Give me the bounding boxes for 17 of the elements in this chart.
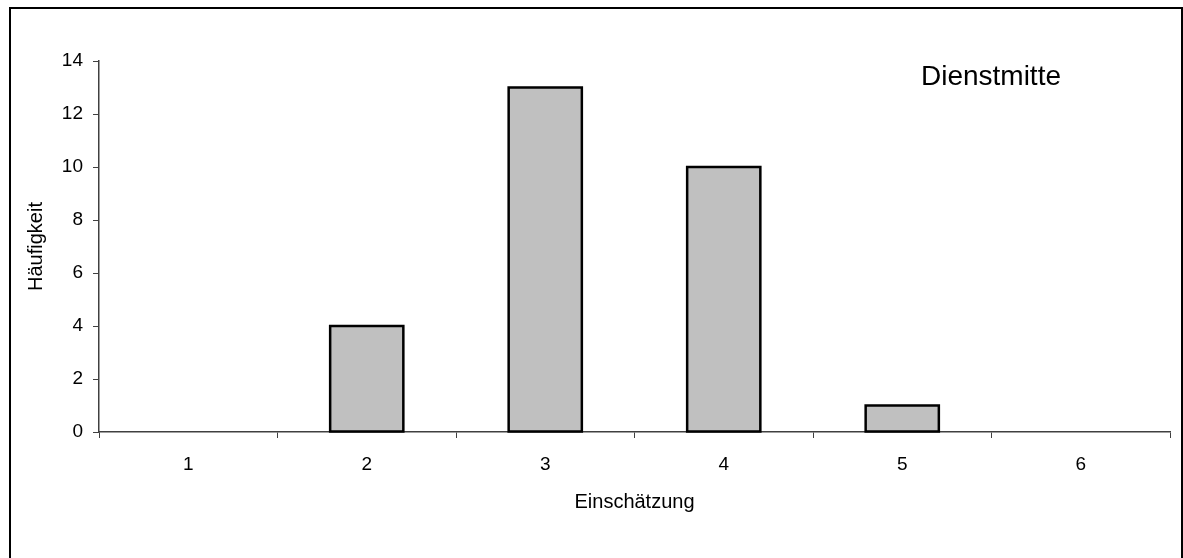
- y-tick-label: 12: [61, 102, 83, 124]
- y-tick-label: 10: [61, 155, 83, 177]
- y-tick-label: 8: [72, 208, 83, 230]
- x-tick-label: 4: [718, 452, 730, 474]
- y-axis-title: Häufigkeit: [23, 201, 46, 291]
- y-tick-label: 6: [72, 261, 83, 283]
- chart-title: Dienstmitte: [920, 59, 1061, 91]
- y-tick-label: 2: [72, 367, 83, 389]
- x-tick-label: 6: [1075, 452, 1087, 474]
- x-tick-label: 5: [896, 452, 908, 474]
- y-tick-label: 14: [61, 49, 84, 71]
- x-tick-label: 3: [539, 452, 551, 474]
- y-tick-label: 4: [72, 314, 84, 336]
- y-tick-label: 0: [72, 420, 83, 442]
- x-tick-label: 2: [361, 452, 373, 474]
- x-tick-label: 1: [182, 452, 194, 474]
- x-axis-title: Einschätzung: [574, 489, 695, 512]
